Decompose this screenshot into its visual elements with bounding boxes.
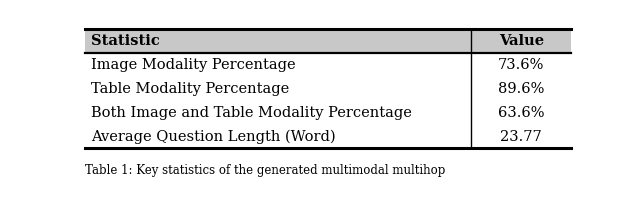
Text: 73.6%: 73.6% — [498, 58, 545, 72]
Text: Table 1: Key statistics of the generated multimodal multihop: Table 1: Key statistics of the generated… — [85, 164, 445, 177]
Text: Both Image and Table Modality Percentage: Both Image and Table Modality Percentage — [91, 106, 412, 120]
Text: 89.6%: 89.6% — [498, 82, 545, 96]
Bar — [85, 29, 571, 53]
Text: Statistic: Statistic — [91, 34, 159, 48]
Text: Average Question Length (Word): Average Question Length (Word) — [91, 129, 335, 144]
Text: 63.6%: 63.6% — [498, 106, 545, 120]
Text: 23.77: 23.77 — [500, 130, 542, 144]
Text: Table Modality Percentage: Table Modality Percentage — [91, 82, 289, 96]
Text: Value: Value — [499, 34, 544, 48]
Text: Image Modality Percentage: Image Modality Percentage — [91, 58, 296, 72]
